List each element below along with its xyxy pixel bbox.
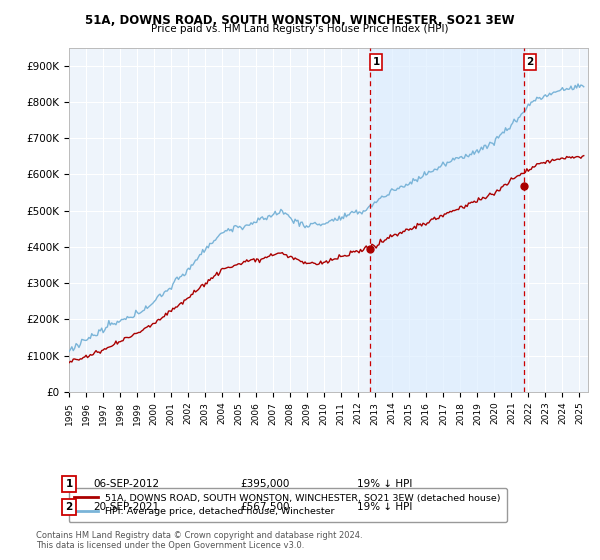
Text: 2: 2	[65, 502, 73, 512]
Text: 1: 1	[373, 57, 380, 67]
Text: 19% ↓ HPI: 19% ↓ HPI	[357, 502, 412, 512]
Text: 20-SEP-2021: 20-SEP-2021	[93, 502, 159, 512]
Text: 19% ↓ HPI: 19% ↓ HPI	[357, 479, 412, 489]
Text: £395,000: £395,000	[240, 479, 289, 489]
Text: 51A, DOWNS ROAD, SOUTH WONSTON, WINCHESTER, SO21 3EW: 51A, DOWNS ROAD, SOUTH WONSTON, WINCHEST…	[85, 14, 515, 27]
Text: 2: 2	[526, 57, 533, 67]
Bar	[370, 48, 524, 392]
Point	[365, 244, 374, 253]
Point	[519, 182, 529, 191]
Text: Contains HM Land Registry data © Crown copyright and database right 2024.
This d: Contains HM Land Registry data © Crown c…	[36, 531, 362, 550]
Text: Price paid vs. HM Land Registry's House Price Index (HPI): Price paid vs. HM Land Registry's House …	[151, 24, 449, 34]
Text: £567,500: £567,500	[240, 502, 290, 512]
Legend: 51A, DOWNS ROAD, SOUTH WONSTON, WINCHESTER, SO21 3EW (detached house), HPI: Aver: 51A, DOWNS ROAD, SOUTH WONSTON, WINCHEST…	[68, 488, 506, 522]
Text: 1: 1	[65, 479, 73, 489]
Text: 06-SEP-2012: 06-SEP-2012	[93, 479, 159, 489]
